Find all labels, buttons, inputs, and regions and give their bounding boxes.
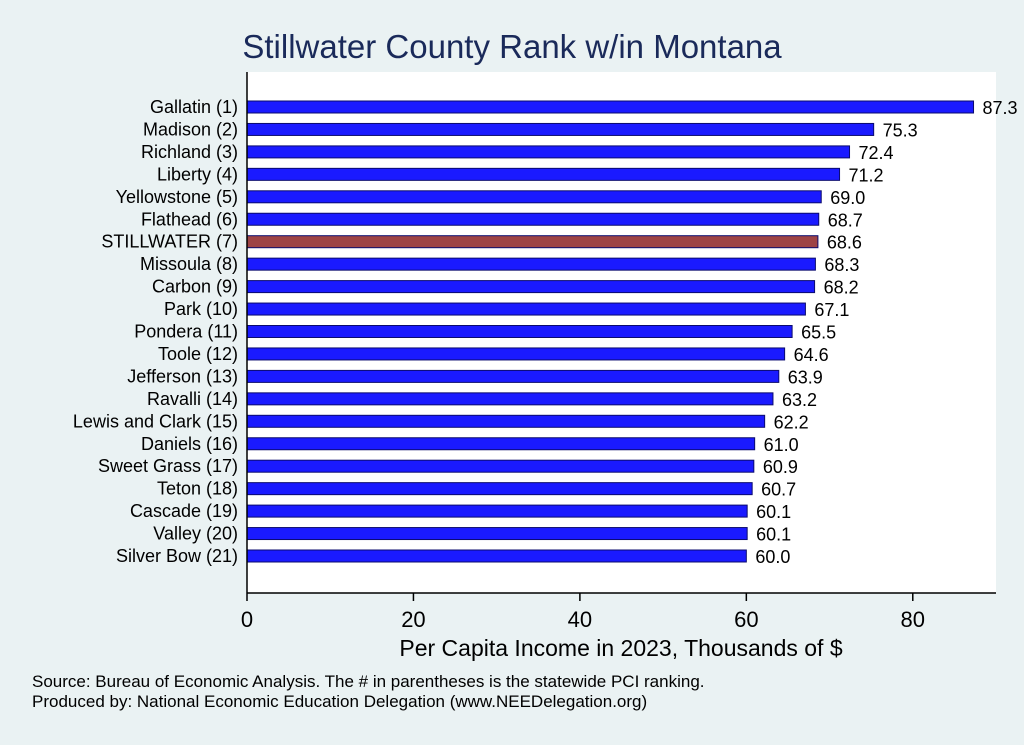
category-label: Ravalli (14) — [147, 389, 238, 409]
bar — [246, 549, 747, 563]
bar — [246, 325, 793, 338]
category-label: Richland (3) — [141, 142, 238, 162]
value-label: 71.2 — [849, 165, 884, 185]
bar — [246, 122, 875, 136]
bar — [246, 280, 816, 294]
x-tick-label: 60 — [734, 607, 758, 632]
bar — [246, 392, 774, 406]
bar — [246, 414, 766, 428]
category-label: Carbon (9) — [152, 277, 238, 297]
value-label: 60.1 — [756, 525, 791, 545]
bar — [246, 504, 748, 518]
value-label: 87.3 — [983, 98, 1018, 118]
category-label: Silver Bow (21) — [116, 546, 238, 566]
category-label: Park (10) — [164, 299, 238, 319]
chart-title: Stillwater County Rank w/in Montana — [242, 28, 782, 65]
category-label: Teton (18) — [157, 479, 238, 499]
bar — [246, 482, 753, 496]
category-label: STILLWATER (7) — [101, 232, 238, 252]
x-tick-label: 40 — [568, 607, 592, 632]
x-axis-label: Per Capita Income in 2023, Thousands of … — [399, 635, 842, 661]
category-label: Toole (12) — [158, 344, 238, 364]
value-label: 60.7 — [761, 480, 796, 500]
value-label: 63.9 — [788, 367, 823, 387]
category-label: Cascade (19) — [130, 501, 238, 521]
bar — [246, 235, 819, 249]
category-label: Lewis and Clark (15) — [73, 411, 238, 431]
category-label: Madison (2) — [143, 119, 238, 139]
bar — [246, 145, 851, 159]
bar — [246, 347, 786, 361]
category-label: Liberty (4) — [157, 164, 238, 184]
value-label: 63.2 — [782, 390, 817, 410]
bar — [246, 302, 806, 316]
source-note: Source: Bureau of Economic Analysis. The… — [32, 672, 705, 691]
value-label: 62.2 — [774, 412, 809, 432]
value-label: 68.2 — [824, 278, 859, 298]
category-label: Gallatin (1) — [150, 97, 238, 117]
producer-note: Produced by: National Economic Education… — [32, 692, 648, 711]
value-label: 68.7 — [828, 210, 863, 230]
value-label: 60.9 — [763, 457, 798, 477]
bar — [246, 190, 822, 204]
category-label: Sweet Grass (17) — [98, 456, 238, 476]
value-label: 64.6 — [794, 345, 829, 365]
value-label: 60.0 — [755, 547, 790, 567]
x-tick-label: 20 — [401, 607, 425, 632]
value-label: 69.0 — [830, 188, 865, 208]
category-label: Yellowstone (5) — [116, 187, 238, 207]
bar — [246, 167, 841, 181]
value-label: 72.4 — [859, 143, 894, 163]
x-tick-label: 80 — [901, 607, 925, 632]
bar — [246, 212, 820, 226]
bar — [246, 100, 975, 114]
value-label: 67.1 — [814, 300, 849, 320]
bar — [246, 437, 756, 451]
category-label: Pondera (11) — [134, 322, 238, 342]
bar — [246, 257, 816, 271]
bar — [246, 527, 748, 541]
value-label: 60.1 — [756, 502, 791, 522]
value-label: 68.6 — [827, 233, 862, 253]
x-tick-label: 0 — [241, 607, 253, 632]
category-label: Valley (20) — [153, 524, 238, 544]
category-label: Missoula (8) — [140, 254, 238, 274]
value-label: 61.0 — [764, 435, 799, 455]
value-label: 65.5 — [801, 323, 836, 343]
category-label: Jefferson (13) — [127, 366, 238, 386]
category-label: Flathead (6) — [141, 209, 238, 229]
bar — [246, 459, 755, 473]
value-label: 68.3 — [824, 255, 859, 275]
bar — [246, 369, 780, 383]
category-label: Daniels (16) — [141, 434, 238, 454]
value-label: 75.3 — [883, 120, 918, 140]
